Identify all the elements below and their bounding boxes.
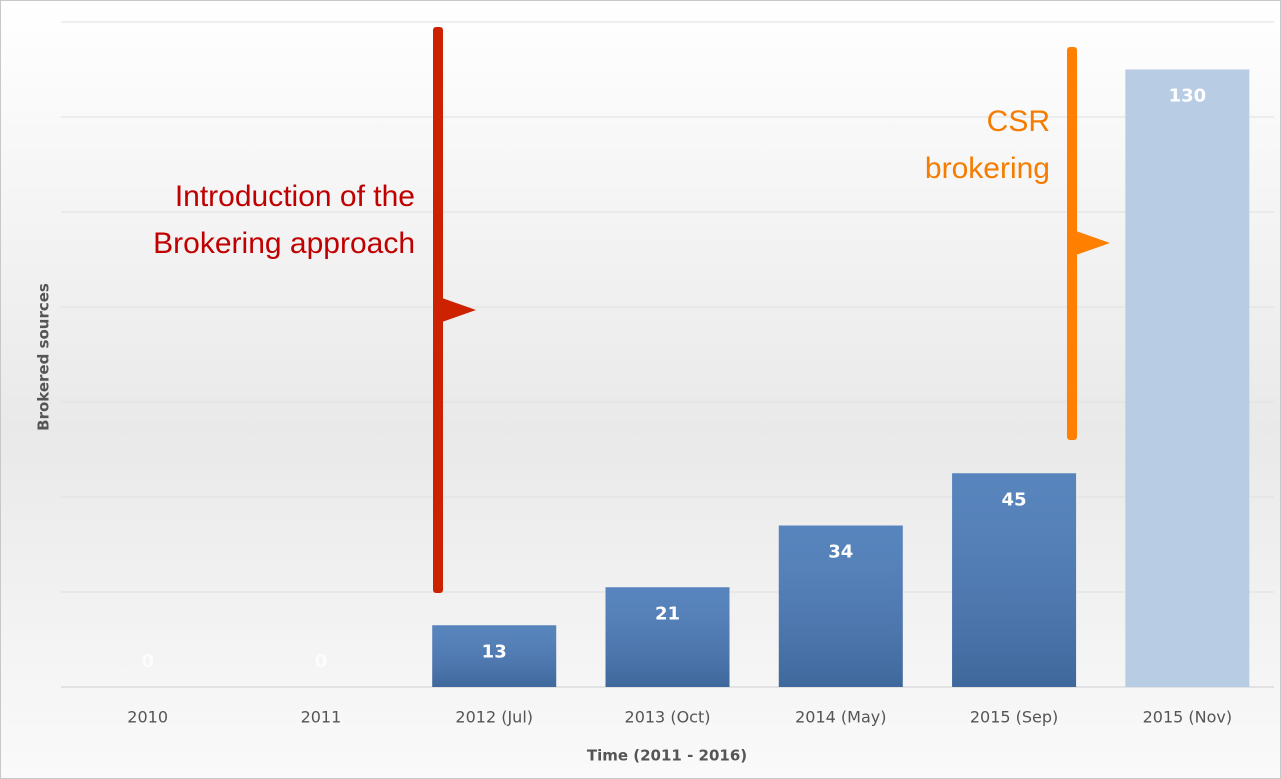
x-tick-label: 2011 xyxy=(301,708,342,727)
x-tick-label: 2015 (Nov) xyxy=(1143,708,1233,727)
x-tick-label: 2014 (May) xyxy=(795,708,886,727)
x-tick-label: 2015 (Sep) xyxy=(970,708,1058,727)
value-label: 21 xyxy=(655,603,680,624)
x-tick-label: 2013 (Oct) xyxy=(625,708,711,727)
annotation-line xyxy=(1067,47,1077,440)
annotation-flag xyxy=(442,298,476,322)
bar xyxy=(1125,69,1250,687)
value-label: 13 xyxy=(482,641,507,662)
x-axis-title: Time (2011 - 2016) xyxy=(587,747,747,765)
bar-shade xyxy=(605,587,730,687)
bar-shade xyxy=(432,625,557,687)
annotation-text: Brokering approach xyxy=(153,227,415,260)
annotation-text: brokering xyxy=(925,152,1050,185)
value-label: 130 xyxy=(1169,86,1207,107)
value-label: 0 xyxy=(315,651,328,672)
value-label: 34 xyxy=(828,542,853,563)
x-tick-label: 2012 (Jul) xyxy=(455,708,533,727)
annotation-text: Introduction of the xyxy=(175,180,415,213)
annotation-text: CSR xyxy=(987,105,1050,138)
annotation-flag xyxy=(1076,231,1110,255)
y-axis-title: Brokered sources xyxy=(35,283,53,431)
value-label: 0 xyxy=(141,651,154,672)
bar-shade xyxy=(952,473,1077,687)
x-tick-label: 2010 xyxy=(127,708,168,727)
bar-shade xyxy=(778,525,903,687)
annotation-line xyxy=(433,27,443,593)
value-label: 45 xyxy=(1002,489,1027,510)
